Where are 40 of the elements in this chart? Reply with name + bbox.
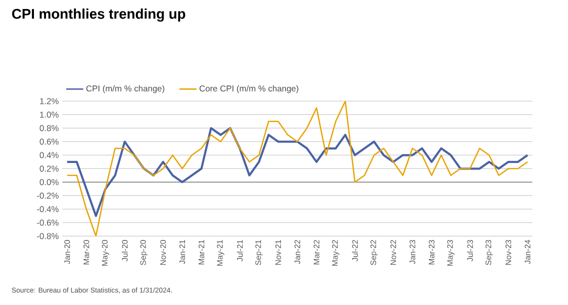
y-tick-label: 0.2%	[40, 166, 59, 172]
x-tick-label: Jan-21	[179, 240, 186, 264]
x-tick-label: Mar-20	[84, 240, 90, 264]
x-tick-label: Jul-21	[236, 240, 243, 262]
x-tick-label: Jan-22	[294, 240, 300, 264]
x-tick-label: May-22	[332, 240, 340, 266]
x-tick-label: Sep-23	[486, 240, 493, 266]
line-series	[66, 101, 528, 236]
x-tick-label: Mar-23	[428, 240, 434, 264]
y-tick-label: 0.8%	[40, 125, 59, 132]
x-tick-label: May-21	[216, 240, 224, 266]
y-tick-label: -0.6%	[36, 220, 59, 226]
x-tick-label: Nov-22	[390, 240, 396, 265]
y-tick-label: 1.0%	[40, 112, 59, 118]
x-tick-label: Sep-21	[255, 240, 263, 266]
chart-title: CPI monthlies trending up	[12, 8, 186, 22]
x-tick-label: Jul-22	[352, 240, 358, 262]
x-tick-label: Sep-20	[140, 240, 148, 266]
x-tick-label: May-20	[102, 240, 110, 266]
y-tick-label: -0.8%	[36, 233, 59, 240]
x-tick-label: Jul-20	[122, 240, 128, 262]
y-tick-label: 0.4%	[40, 152, 59, 158]
y-tick-label: 0.6%	[40, 138, 59, 145]
x-tick-label: Nov-21	[275, 240, 281, 265]
x-tick-label: Jan-24	[524, 240, 530, 264]
y-tick-label: -0.2%	[36, 192, 59, 199]
x-tick-label: Nov-23	[506, 240, 512, 265]
x-tick-label: Sep-22	[370, 240, 378, 266]
x-tick-label: Jan-23	[410, 240, 416, 264]
y-tick-label: -0.4%	[36, 206, 59, 212]
x-tick-label: Jan-20	[64, 240, 70, 264]
x-tick-label: Mar-22	[314, 240, 320, 264]
legend-label: CPI (m/m % change)	[86, 85, 164, 94]
x-tick-label: Mar-21	[198, 240, 204, 264]
y-tick-label: 1.2%	[40, 98, 59, 104]
x-tick-label: Jul-23	[467, 240, 473, 262]
legend-label: Core CPI (m/m % change)	[200, 85, 298, 94]
x-tick-label: Nov-20	[160, 240, 166, 265]
x-tick-label: May-23	[447, 240, 454, 266]
y-tick-label: 0.0%	[40, 179, 59, 186]
